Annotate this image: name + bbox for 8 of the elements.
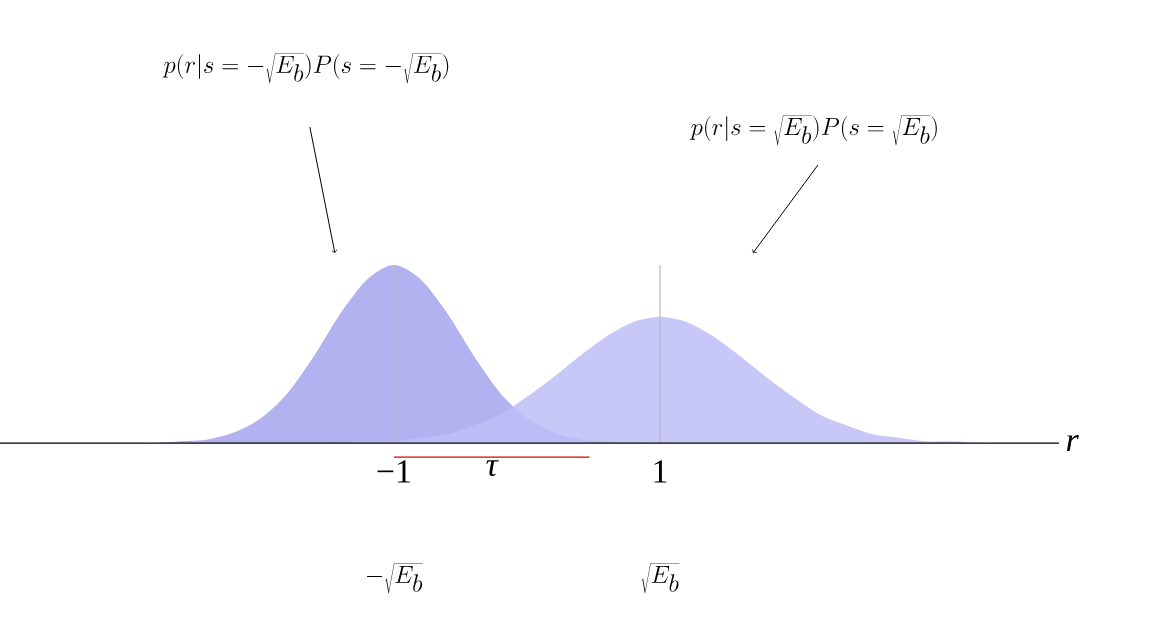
text: τ <box>486 460 499 477</box>
text: $-\sqrt{E_b}$ <box>367 563 423 594</box>
x-tick-label: −1 <box>377 460 410 483</box>
text: $p(r|s=-\sqrt{E_b})P(s=-\sqrt{E_b})$ <box>162 53 449 84</box>
text: $\sqrt{E_b}$ <box>641 563 680 594</box>
x-axis-title: r <box>1066 435 1079 451</box>
text: $p(r|s=\sqrt{E_b})P(s=\sqrt{E_b})$ <box>689 115 937 146</box>
x-tick-label: 1 <box>654 460 667 483</box>
